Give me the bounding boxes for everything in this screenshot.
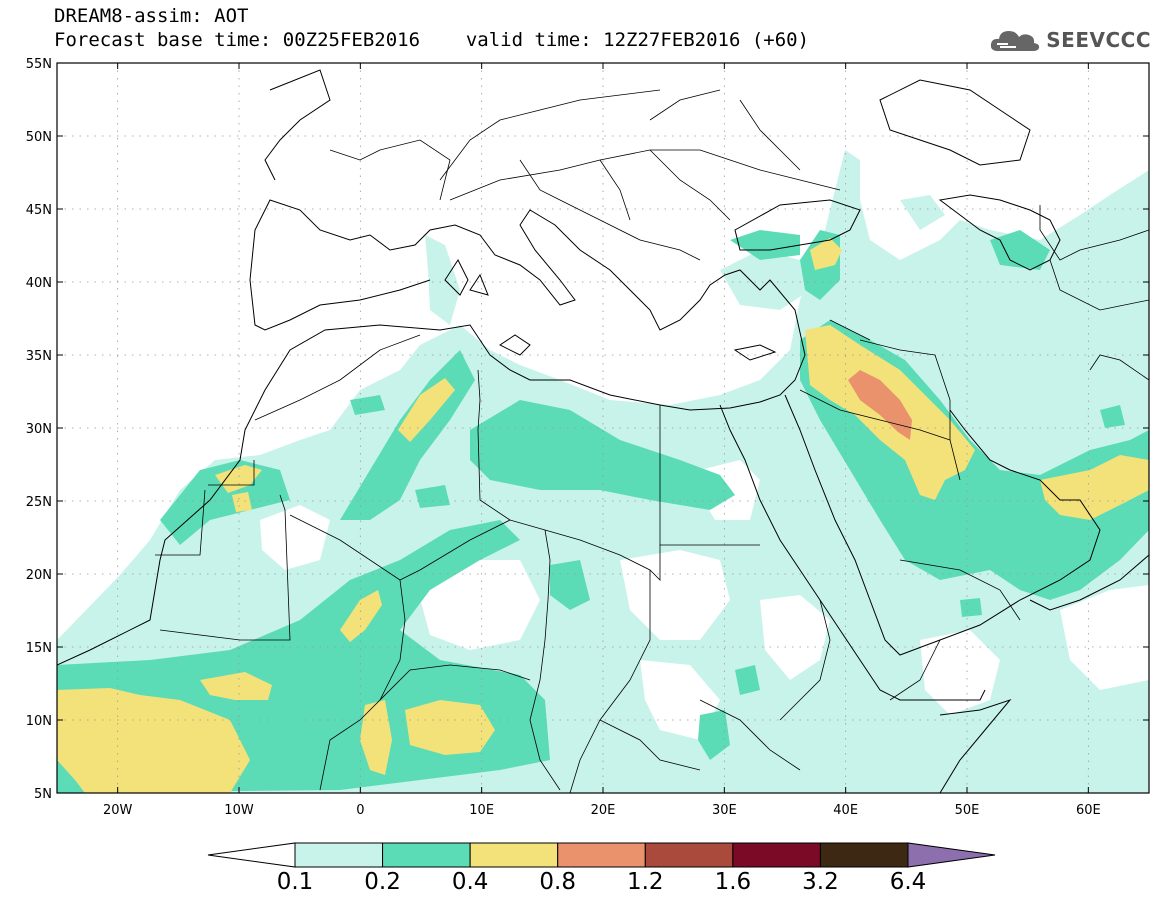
lat-tick-label: 45N bbox=[26, 203, 52, 218]
seevccc-logo: SEEVCCC bbox=[988, 25, 1151, 55]
colorbar-swatch bbox=[557, 842, 646, 868]
colorbar-label: 1.6 bbox=[715, 869, 752, 895]
lat-tick-label: 35N bbox=[26, 349, 52, 364]
valid-time-label: valid time: bbox=[465, 29, 592, 51]
lon-tick-label: 20E bbox=[591, 803, 616, 818]
colorbar-swatch bbox=[732, 842, 821, 868]
colorbar-under-arrow bbox=[207, 842, 296, 868]
colorbar-swatch bbox=[469, 842, 559, 868]
lat-tick-label: 25N bbox=[26, 495, 52, 510]
lat-tick-label: 10N bbox=[26, 714, 52, 729]
forecast-time-line: Forecast base time: 00Z25FEB2016 valid t… bbox=[54, 30, 809, 50]
colorbar-swatch bbox=[644, 842, 734, 868]
aot-level-0-8 bbox=[848, 370, 912, 440]
lon-tick-label: 10E bbox=[469, 803, 494, 818]
map-title: DREAM8-assim: AOT bbox=[54, 5, 249, 27]
lon-tick-label: 20W bbox=[103, 803, 133, 818]
colorbar-label: 3.2 bbox=[802, 869, 839, 895]
colorbar-label: 0.8 bbox=[539, 869, 576, 895]
colorbar-over-arrow bbox=[907, 842, 996, 868]
grid-lines bbox=[57, 63, 1149, 793]
lon-tick-label: 30E bbox=[712, 803, 737, 818]
lon-tick-label: 50E bbox=[955, 803, 980, 818]
colorbar-label: 0.1 bbox=[277, 869, 314, 895]
lon-tick-label: 40E bbox=[833, 803, 858, 818]
coastlines bbox=[57, 69, 1149, 793]
colorbar: 0.1 0.2 0.4 0.8 1.2 1.6 3.2 6.4 bbox=[207, 842, 996, 895]
base-time-label: Forecast base time: bbox=[54, 29, 272, 51]
valid-time-value: 12Z27FEB2016 (+60) bbox=[603, 29, 810, 51]
lat-tick-label: 15N bbox=[26, 641, 52, 656]
cloud-logo-icon bbox=[991, 31, 1040, 51]
aot-field bbox=[57, 150, 1149, 793]
lat-tick-label: 40N bbox=[26, 276, 52, 291]
axis-ticks bbox=[57, 62, 1149, 794]
base-time-value: 00Z25FEB2016 bbox=[282, 29, 421, 51]
longitude-labels: 20W 10W 0 10E 20E 30E 40E 50E 60E bbox=[103, 803, 1101, 818]
latitude-labels: 55N 50N 45N 40N 35N 30N 25N 20N 15N 10N 5N bbox=[26, 57, 52, 802]
colorbar-swatch bbox=[382, 842, 471, 868]
colorbar-label: 0.4 bbox=[452, 869, 489, 895]
lon-tick-label: 0 bbox=[356, 803, 364, 818]
colorbar-label: 1.2 bbox=[627, 869, 664, 895]
brand-name: SEEVCCC bbox=[1046, 28, 1151, 52]
lat-tick-label: 30N bbox=[26, 422, 52, 437]
country-borders bbox=[155, 89, 1149, 793]
lat-tick-label: 5N bbox=[34, 787, 52, 802]
colorbar-swatch bbox=[294, 842, 384, 868]
lat-tick-label: 20N bbox=[26, 568, 52, 583]
lat-tick-label: 50N bbox=[26, 130, 52, 145]
colorbar-label: 6.4 bbox=[890, 869, 927, 895]
lon-tick-label: 10W bbox=[224, 803, 254, 818]
lat-tick-label: 55N bbox=[26, 57, 52, 72]
colorbar-label: 0.2 bbox=[364, 869, 401, 895]
lon-tick-label: 60E bbox=[1076, 803, 1101, 818]
colorbar-swatch bbox=[819, 842, 909, 868]
